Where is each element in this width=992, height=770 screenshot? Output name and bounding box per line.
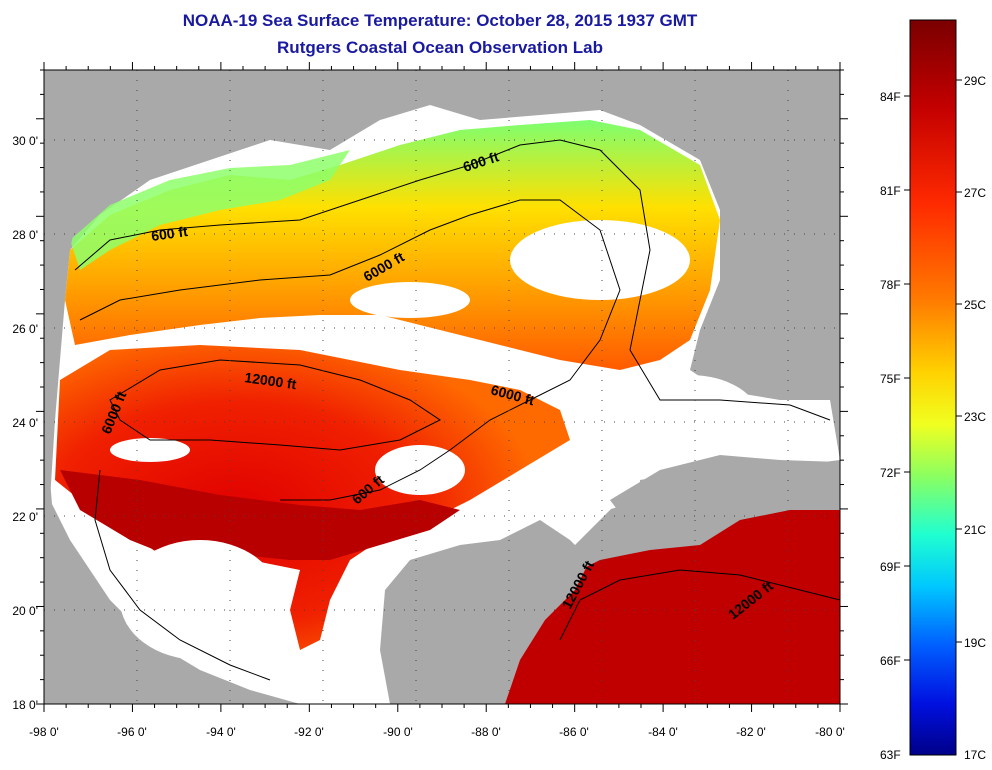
lon-tick-label: -92 0' [294,725,324,739]
colorbar-c-label: 25C [964,298,986,312]
colorbar-f-label: 78F [880,278,901,292]
lat-tick-label: 22 0' [12,510,38,524]
colorbar-f-label: 72F [880,466,901,480]
colorbar-f-label: 69F [880,560,901,574]
latitude-labels: 18 0' 20 0' 22 0' 24 0' 26 0' 28 0' 30 0… [12,134,38,712]
lon-tick-label: -98 0' [29,725,59,739]
lon-tick-label: -80 0' [815,725,845,739]
lat-tick-label: 20 0' [12,604,38,618]
mexico-coast [44,70,720,704]
yucatan-peninsula [380,520,590,704]
lat-tick-label: 18 0' [12,698,38,712]
figure-subtitle: Rutgers Coastal Ocean Observation Lab [277,38,603,57]
lon-tick-label: -94 0' [206,725,236,739]
axis-ticks [36,62,848,712]
cool-coastal-strip [70,150,350,270]
contour-caribbean [559,569,840,641]
lon-tick-label: -96 0' [117,725,147,739]
depth-contours [74,139,840,681]
colorbar-f-label: 75F [880,372,901,386]
lat-tick-label: 26 0' [12,322,38,336]
land-masses [44,70,840,704]
contour-label: 12000 ft [244,369,298,392]
colorbar-scale [909,19,957,756]
colorbar-f-label: 66F [880,654,901,668]
colorbar-c-label: 23C [964,410,986,424]
hot-water-region-south [60,470,460,560]
lat-tick-label: 30 0' [12,134,38,148]
colorbar-ticks [904,79,962,661]
colorbar-f-label: 84F [880,90,901,104]
cloud-cover [110,220,760,660]
lon-tick-label: -90 0' [383,725,413,739]
lon-tick-label: -84 0' [648,725,678,739]
colorbar-c-label: 21C [964,523,986,537]
figure-title: NOAA-19 Sea Surface Temperature: October… [182,11,698,30]
map-body: 600 ft 600 ft 6000 ft 12000 ft 6000 ft 6… [44,70,840,704]
cuba [610,455,840,525]
contour-600ft [74,139,831,421]
lat-tick-label: 28 0' [12,228,38,242]
colorbar-c-label: 29C [964,74,986,88]
florida-peninsula [720,70,840,400]
caribbean-warm-water [480,510,840,704]
contour-label: 600 ft [150,223,189,244]
contour-west-shelf [94,469,271,681]
lat-tick-label: 24 0' [12,416,38,430]
colorbar-f-label: 63F [880,748,901,762]
colorbar-c-label: 19C [964,636,986,650]
colorbar: 84F 81F 78F 75F 72F 69F 66F 63F 29C 27C … [880,19,986,762]
lon-tick-label: -88 0' [471,725,501,739]
warm-water-region [55,345,570,650]
colorbar-f-label: 81F [880,184,901,198]
colorbar-c-label: 27C [964,186,986,200]
colorbar-c-label: 17C [964,748,986,762]
contour-12000ft [109,359,441,451]
longitude-labels: -98 0' -96 0' -94 0' -92 0' -90 0' -88 0… [29,725,845,739]
lon-tick-label: -86 0' [559,725,589,739]
lon-tick-label: -82 0' [736,725,766,739]
contour-6000ft [79,199,621,501]
